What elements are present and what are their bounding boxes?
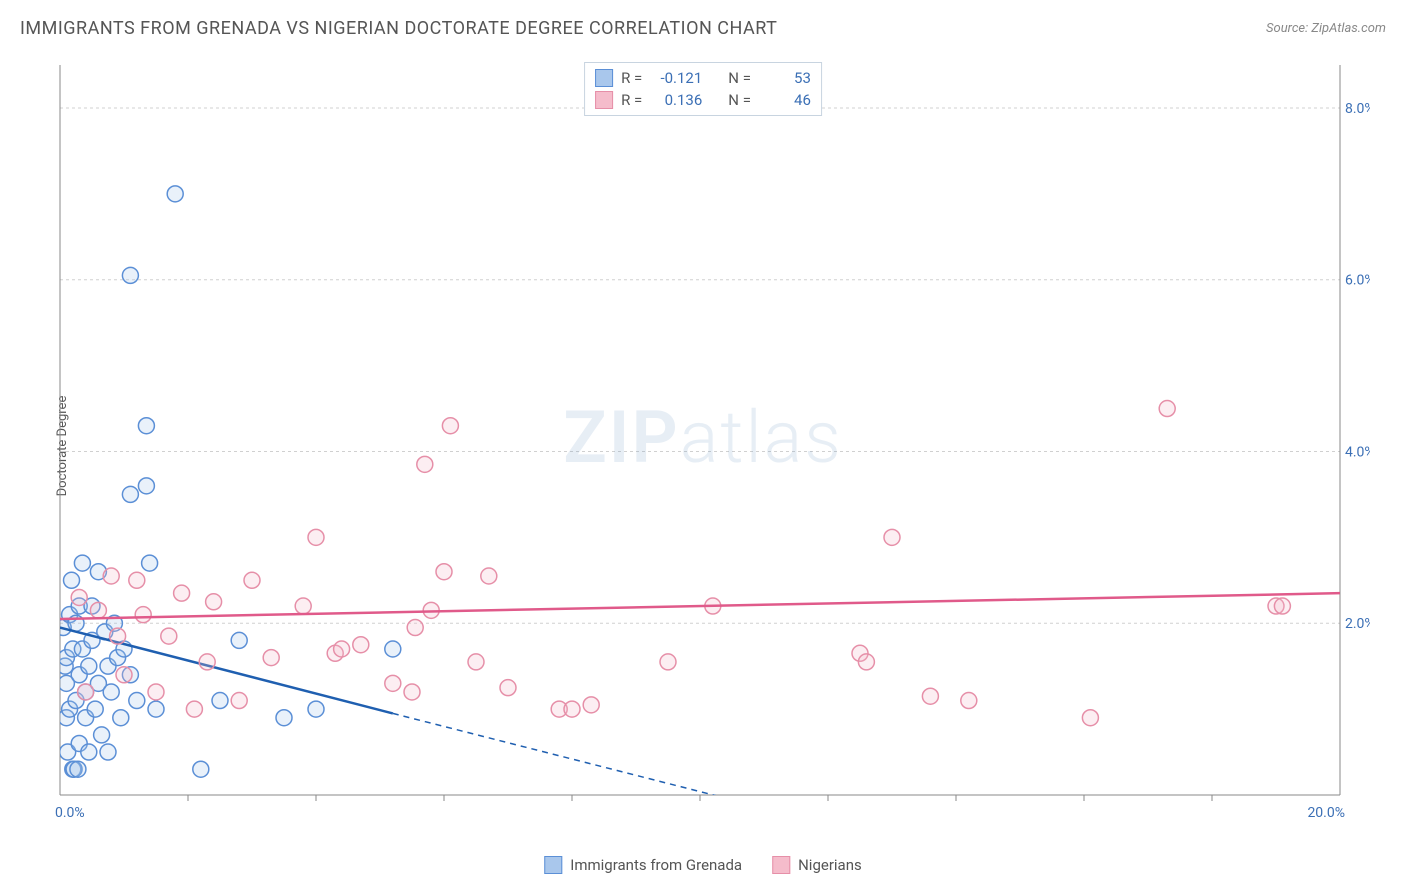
stats-row-nigerians: R = 0.136 N = 46 [595, 89, 811, 111]
r-label: R = [621, 91, 642, 109]
stats-box: R = -0.121 N = 53 R = 0.136 N = 46 [584, 62, 822, 116]
n-value-nigerians: 46 [759, 91, 811, 109]
n-value-grenada: 53 [759, 69, 811, 87]
swatch-grenada [595, 69, 613, 87]
legend-item-nigerians: Nigerians [772, 856, 862, 874]
title-bar: IMMIGRANTS FROM GRENADA VS NIGERIAN DOCT… [20, 18, 1386, 39]
source-attribution: Source: ZipAtlas.com [1266, 21, 1386, 36]
svg-text:8.0%: 8.0% [1345, 101, 1370, 117]
legend-label-grenada: Immigrants from Grenada [570, 856, 742, 874]
legend-item-grenada: Immigrants from Grenada [544, 856, 742, 874]
stats-row-grenada: R = -0.121 N = 53 [595, 67, 811, 89]
r-label: R = [621, 69, 642, 87]
scatter-chart-svg: 2.0% 4.0% 6.0% 8.0% 0.0% 20.0% [50, 60, 1370, 820]
swatch-grenada [544, 856, 562, 874]
plot-area: 2.0% 4.0% 6.0% 8.0% 0.0% 20.0% [50, 60, 1370, 820]
svg-text:20.0%: 20.0% [1307, 805, 1345, 820]
swatch-nigerians [772, 856, 790, 874]
svg-text:4.0%: 4.0% [1345, 444, 1370, 460]
svg-text:6.0%: 6.0% [1345, 273, 1370, 289]
r-value-nigerians: 0.136 [650, 91, 702, 109]
n-label: N = [728, 91, 751, 109]
n-label: N = [728, 69, 751, 87]
legend-label-nigerians: Nigerians [798, 856, 862, 874]
chart-title: IMMIGRANTS FROM GRENADA VS NIGERIAN DOCT… [20, 18, 777, 39]
r-value-grenada: -0.121 [650, 69, 702, 87]
bottom-legend: Immigrants from Grenada Nigerians [544, 856, 861, 874]
svg-text:2.0%: 2.0% [1345, 616, 1370, 632]
svg-text:0.0%: 0.0% [55, 805, 85, 820]
swatch-nigerians [595, 91, 613, 109]
